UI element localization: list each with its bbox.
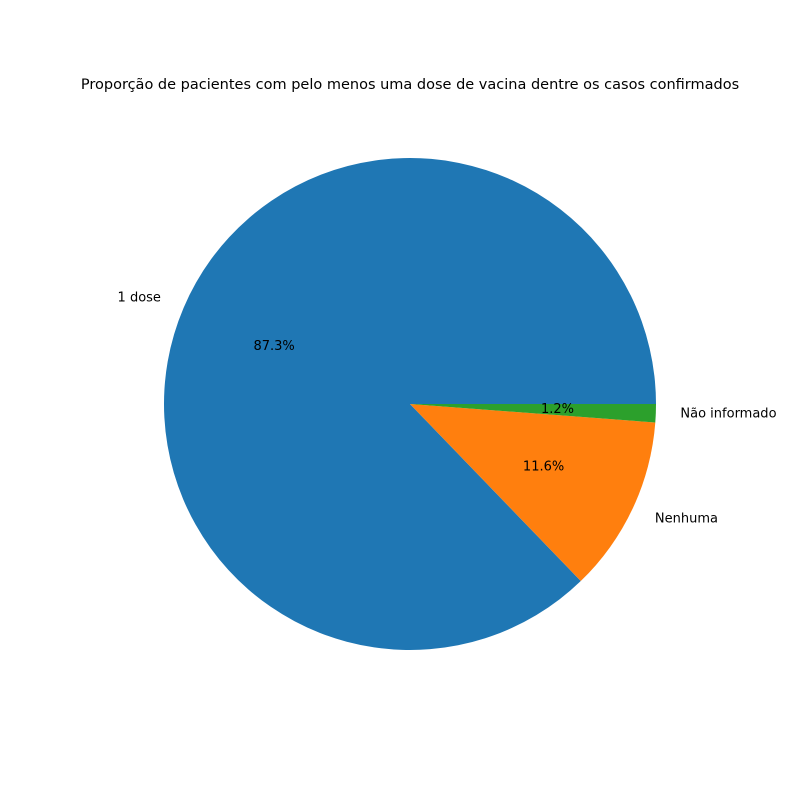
pie-labels: 1 dose 87.3% Nenhuma 11.6% Não informado 1.2% (118, 291, 777, 527)
pie-slices (164, 157, 656, 650)
pie-slice-2 (410, 404, 656, 423)
slice-label-1: Nenhuma (655, 512, 718, 527)
slice-label-0: 1 dose (118, 291, 161, 306)
slice-percent-1: 11.6% (523, 459, 564, 474)
slice-percent-0: 87.3% (253, 339, 294, 354)
pie-slice-0 (164, 157, 656, 650)
chart-title: Proporção de pacientes com pelo menos um… (81, 77, 739, 93)
slice-percent-2: 1.2% (541, 402, 574, 417)
pie-slice-1 (410, 404, 656, 582)
slice-label-2: Não informado (680, 407, 776, 422)
